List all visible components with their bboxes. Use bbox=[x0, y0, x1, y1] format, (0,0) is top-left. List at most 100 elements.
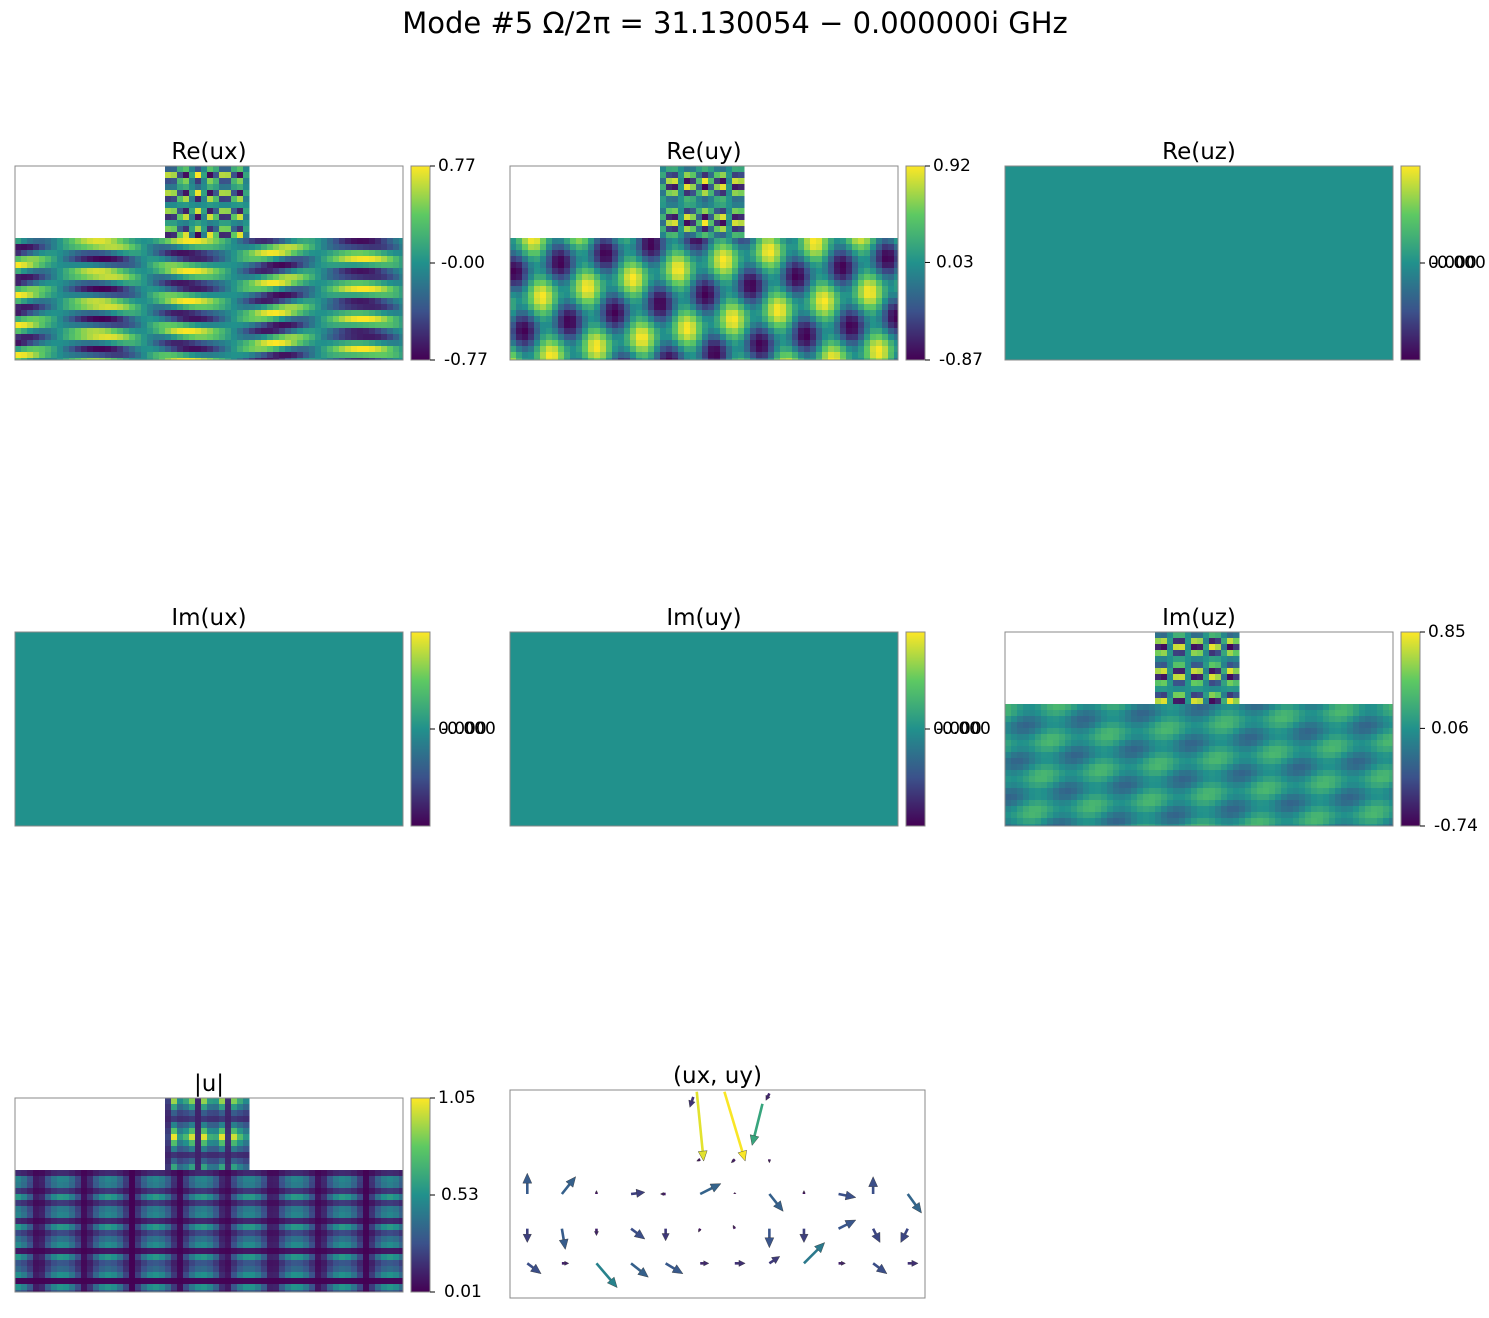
field-cell bbox=[1173, 686, 1180, 693]
field-cell bbox=[1227, 680, 1234, 687]
field-cell bbox=[375, 268, 382, 275]
field-cell bbox=[1197, 656, 1204, 663]
field-cell bbox=[219, 172, 226, 179]
field-cell bbox=[672, 298, 679, 305]
field-cell bbox=[243, 340, 250, 347]
field-cell bbox=[1125, 812, 1132, 819]
field-cell bbox=[1113, 812, 1120, 819]
field-cell bbox=[762, 244, 769, 251]
field-cell bbox=[1125, 794, 1132, 801]
field-cell bbox=[828, 262, 835, 269]
field-cell bbox=[1293, 818, 1300, 825]
field-cell bbox=[87, 250, 94, 257]
field-cell bbox=[387, 238, 394, 245]
field-cell bbox=[552, 346, 559, 353]
field-cell bbox=[834, 310, 841, 317]
field-cell bbox=[213, 1104, 220, 1111]
field-cell bbox=[183, 1176, 190, 1183]
field-cell bbox=[762, 262, 769, 269]
field-cell bbox=[273, 256, 280, 263]
field-cell bbox=[1227, 752, 1234, 759]
field-cell bbox=[636, 334, 643, 341]
field-cell bbox=[129, 316, 136, 323]
field-cell bbox=[1209, 818, 1216, 825]
field-cell bbox=[774, 280, 781, 287]
field-cell bbox=[1131, 740, 1138, 747]
field-cell bbox=[1233, 806, 1240, 813]
field-cell bbox=[345, 328, 352, 335]
field-cell bbox=[51, 316, 58, 323]
field-cell bbox=[75, 274, 82, 281]
field-cell bbox=[273, 1176, 280, 1183]
field-cell bbox=[27, 340, 34, 347]
field-cell bbox=[57, 274, 64, 281]
field-cell bbox=[708, 232, 715, 239]
field-cell bbox=[177, 262, 184, 269]
field-cell bbox=[1101, 758, 1108, 765]
field-cell bbox=[1023, 704, 1030, 711]
field-cell bbox=[99, 280, 106, 287]
field-cell bbox=[1203, 770, 1210, 777]
field-cell bbox=[750, 280, 757, 287]
field-cell bbox=[183, 1098, 190, 1105]
field-cell bbox=[684, 166, 691, 173]
field-cell bbox=[15, 268, 22, 275]
field-cell bbox=[147, 322, 154, 329]
field-cell bbox=[1197, 692, 1204, 699]
field-cell bbox=[660, 346, 667, 353]
field-cell bbox=[261, 1170, 268, 1177]
field-cell bbox=[1035, 812, 1042, 819]
field-cell bbox=[852, 250, 859, 257]
field-cell bbox=[51, 268, 58, 275]
field-cell bbox=[576, 262, 583, 269]
field-cell bbox=[303, 1176, 310, 1183]
colorbar-tick-label: -0.87 bbox=[939, 350, 983, 370]
field-cell bbox=[1251, 722, 1258, 729]
field-cell bbox=[219, 310, 226, 317]
field-cell bbox=[858, 256, 865, 263]
field-cell bbox=[672, 166, 679, 173]
field-cell bbox=[1353, 788, 1360, 795]
field-cell bbox=[822, 310, 829, 317]
field-cell bbox=[1167, 740, 1174, 747]
field-cell bbox=[33, 1176, 40, 1183]
field-cell bbox=[792, 238, 799, 245]
field-cell bbox=[1353, 794, 1360, 801]
field-cell bbox=[606, 292, 613, 299]
field-cell bbox=[1035, 722, 1042, 729]
field-cell bbox=[81, 274, 88, 281]
field-cell bbox=[732, 238, 739, 245]
field-cell bbox=[1227, 674, 1234, 681]
field-cell bbox=[39, 346, 46, 353]
field-cell bbox=[888, 280, 895, 287]
field-cell bbox=[1323, 728, 1330, 735]
field-cell bbox=[1101, 800, 1108, 807]
field-cell bbox=[1155, 764, 1162, 771]
field-cell bbox=[237, 316, 244, 323]
field-cell bbox=[558, 316, 565, 323]
field-cell bbox=[690, 244, 697, 251]
field-cell bbox=[339, 274, 346, 281]
field-cell bbox=[618, 262, 625, 269]
field-cell bbox=[1065, 770, 1072, 777]
field-cell bbox=[678, 178, 685, 185]
field-cell bbox=[1161, 686, 1168, 693]
field-cell bbox=[1377, 806, 1384, 813]
field-cell bbox=[357, 304, 364, 311]
field-cell bbox=[1203, 680, 1210, 687]
field-cell bbox=[1029, 758, 1036, 765]
field-cell bbox=[357, 1176, 364, 1183]
field-cell bbox=[786, 280, 793, 287]
field-cell bbox=[219, 292, 226, 299]
field-cell bbox=[339, 280, 346, 287]
field-cell bbox=[840, 340, 847, 347]
field-cell bbox=[243, 178, 250, 185]
field-cell bbox=[1047, 740, 1054, 747]
field-cell bbox=[816, 286, 823, 293]
field-cell bbox=[105, 256, 112, 263]
field-cell bbox=[165, 256, 172, 263]
field-cell bbox=[582, 298, 589, 305]
field-cell bbox=[1353, 752, 1360, 759]
field-cell bbox=[1113, 788, 1120, 795]
field-cell bbox=[714, 196, 721, 203]
